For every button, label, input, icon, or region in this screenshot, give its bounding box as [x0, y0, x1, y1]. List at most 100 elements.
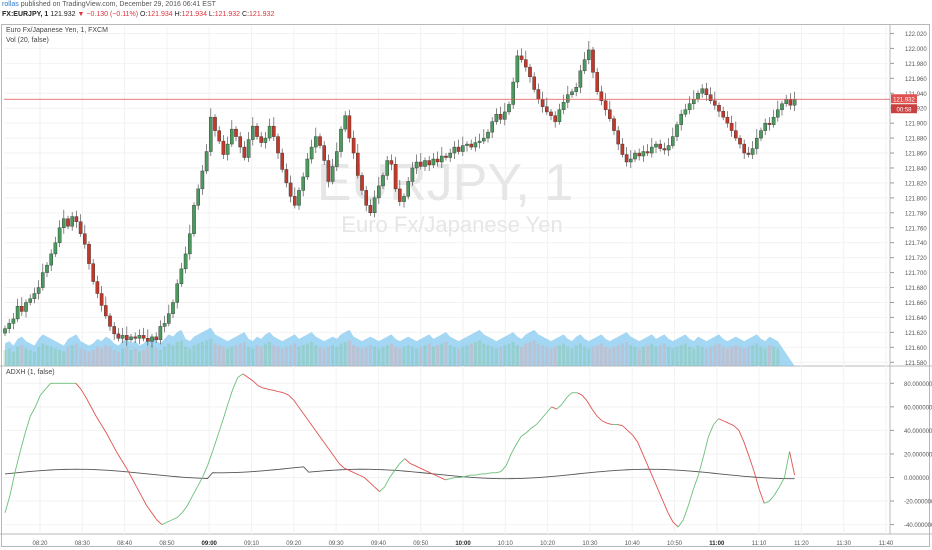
volume-bar — [427, 343, 431, 366]
time-axis[interactable]: 08:20 08:30 08:40 08:50 09:00 09:10 09:20 09:30… — [32, 541, 893, 547]
volume-bar — [734, 345, 738, 366]
candle-down — [356, 152, 360, 176]
candle-up — [314, 136, 318, 148]
candle-up — [671, 136, 675, 146]
adx-segment — [45, 383, 51, 390]
adx-segment — [293, 399, 299, 408]
adx-segment — [642, 453, 649, 466]
price-axis[interactable]: 122.020122.000121.980121.960121.940121.9… — [890, 32, 927, 367]
adx-segment — [546, 406, 552, 414]
volume-bar — [452, 346, 456, 366]
volume-bar — [654, 346, 658, 366]
candle-up — [246, 139, 251, 158]
adx-segment — [708, 424, 715, 437]
adx-segment — [450, 477, 456, 480]
candle-up — [440, 155, 444, 163]
candle-down — [238, 136, 243, 148]
candle-down — [318, 136, 322, 146]
volume-bar — [108, 346, 112, 366]
adx-segment — [212, 436, 219, 452]
price-tick-label: 121.880 — [905, 137, 927, 143]
adx-segment — [115, 451, 122, 461]
adx-segment — [121, 459, 127, 469]
volume-bar — [482, 343, 486, 366]
adx-segment — [429, 472, 436, 476]
volume-bar — [318, 346, 322, 366]
candle-up — [763, 122, 767, 131]
volume-bar — [112, 350, 116, 366]
candle-up — [666, 145, 671, 151]
time-tick-label: 08:40 — [117, 541, 133, 547]
close-value: 121.932 — [249, 11, 275, 18]
candle-up — [204, 151, 209, 172]
candle-down — [725, 116, 730, 124]
volume-bar — [167, 343, 171, 366]
adx-segment — [359, 474, 365, 478]
adx-segment — [652, 477, 659, 490]
adx-segment — [682, 505, 689, 521]
adx-baseline — [4, 466, 795, 480]
adx-segment — [24, 416, 31, 433]
adx-segment — [692, 474, 699, 490]
volume-bar — [725, 348, 729, 366]
volume-bar — [755, 343, 759, 366]
volume-bar — [604, 346, 608, 366]
price-tick-label: 121.640 — [905, 316, 927, 322]
candle-up — [507, 104, 511, 113]
candle-up — [755, 137, 759, 149]
volume-bar — [343, 342, 347, 366]
candle-down — [721, 110, 725, 118]
adx-tick-label: 80.000000 — [904, 382, 932, 388]
adx-segment — [510, 444, 517, 455]
candle-down — [528, 66, 532, 78]
adx-segment — [789, 451, 796, 476]
volume-bar — [436, 345, 440, 366]
candle-up — [784, 99, 788, 104]
price-tick-label: 121.580 — [905, 361, 927, 367]
candle-down — [746, 152, 751, 155]
candle-up — [166, 313, 171, 324]
candle-up — [335, 151, 339, 167]
volume-bar — [24, 348, 28, 366]
volume-bar — [95, 346, 99, 366]
volume-bar — [255, 345, 259, 366]
adx-segment — [348, 470, 355, 474]
volume-bar — [121, 348, 125, 366]
candle-down — [553, 115, 557, 122]
candle-up — [263, 137, 268, 143]
volume-bar — [444, 342, 448, 366]
volume-bar — [473, 342, 477, 366]
volume-bar — [717, 343, 721, 366]
candle-down — [704, 88, 709, 95]
candle-down — [213, 116, 217, 131]
candle-up — [385, 160, 390, 176]
candle-up — [339, 128, 343, 152]
volume-bar — [100, 348, 104, 366]
volume-bar — [200, 342, 204, 366]
candle-up — [45, 264, 49, 273]
candle-up — [36, 287, 41, 294]
adx-axis[interactable]: 80.000000 60.000000 40.000000 20.000000 0.00… — [890, 382, 932, 529]
author-link[interactable]: rollas — [2, 1, 19, 8]
adx-segment — [394, 463, 401, 471]
volume-bar — [385, 345, 389, 366]
adx-segment — [748, 456, 755, 472]
candle-up — [582, 59, 587, 72]
candle-down — [221, 140, 226, 155]
candle-down — [145, 338, 150, 342]
candle-up — [208, 116, 213, 152]
volume-bar — [373, 346, 377, 366]
adx-segment — [526, 427, 532, 434]
candle-down — [351, 137, 356, 154]
candle-down — [444, 155, 448, 158]
adx-segment — [85, 397, 92, 408]
volume-bar — [507, 343, 511, 366]
volume-bar — [625, 342, 629, 366]
candle-down — [435, 158, 440, 163]
volume-area — [3, 327, 795, 366]
volume-bar — [570, 348, 574, 366]
candle-up — [587, 49, 591, 60]
volume-bar — [419, 346, 423, 366]
volume-bar — [415, 348, 419, 366]
